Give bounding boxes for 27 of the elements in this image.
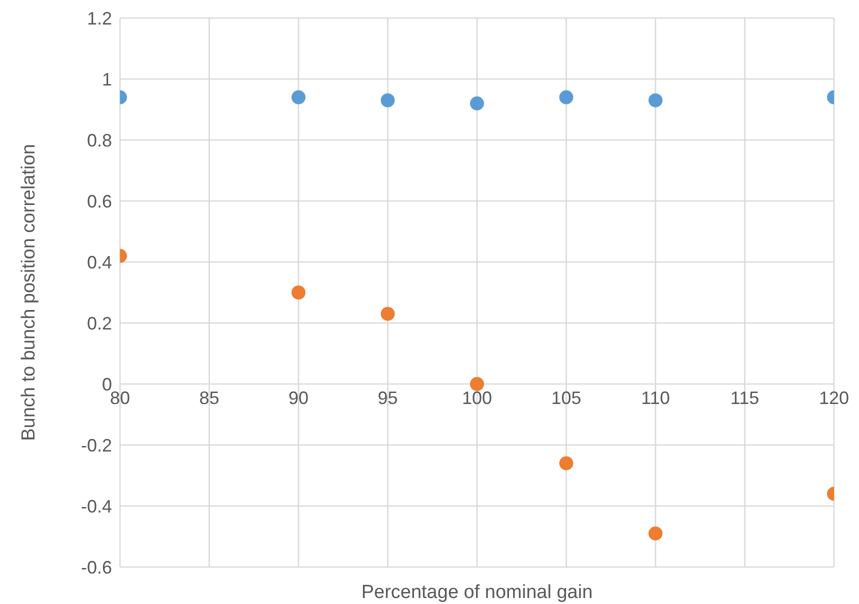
y-tick-label: 0.4 — [86, 252, 112, 272]
y-tick-label: 1 — [102, 69, 112, 90]
x-tick-label: 105 — [551, 388, 582, 408]
y-tick-label: 1.2 — [86, 8, 112, 28]
point — [470, 96, 484, 110]
y-tick-label: 0.2 — [86, 313, 112, 334]
y-tick-label: 0.6 — [86, 191, 112, 212]
x-tick-label: 80 — [110, 388, 130, 408]
y-tick-label: -0.2 — [80, 435, 112, 456]
point — [559, 456, 574, 470]
x-tick-label: 90 — [288, 388, 309, 408]
x-tick-label: 120 — [818, 388, 850, 408]
y-tick-label: -0.4 — [80, 496, 112, 516]
x-tick-label: 115 — [730, 388, 760, 408]
y-tick-label: 0.8 — [86, 130, 112, 150]
point — [559, 90, 574, 104]
x-tick-label: 95 — [378, 388, 398, 408]
y-tick-label: -0.6 — [80, 557, 112, 578]
point — [470, 377, 484, 391]
point — [380, 306, 395, 321]
x-axis-title: Percentage of nominal gain — [361, 582, 593, 603]
point — [380, 93, 395, 108]
x-tick-label: 85 — [199, 388, 220, 408]
y-tick-label: 0 — [102, 374, 112, 394]
y-axis-title: Bunch to bunch position correlation — [18, 144, 40, 441]
x-tick-label: 110 — [641, 388, 670, 408]
x-tick-label: 100 — [462, 388, 492, 408]
